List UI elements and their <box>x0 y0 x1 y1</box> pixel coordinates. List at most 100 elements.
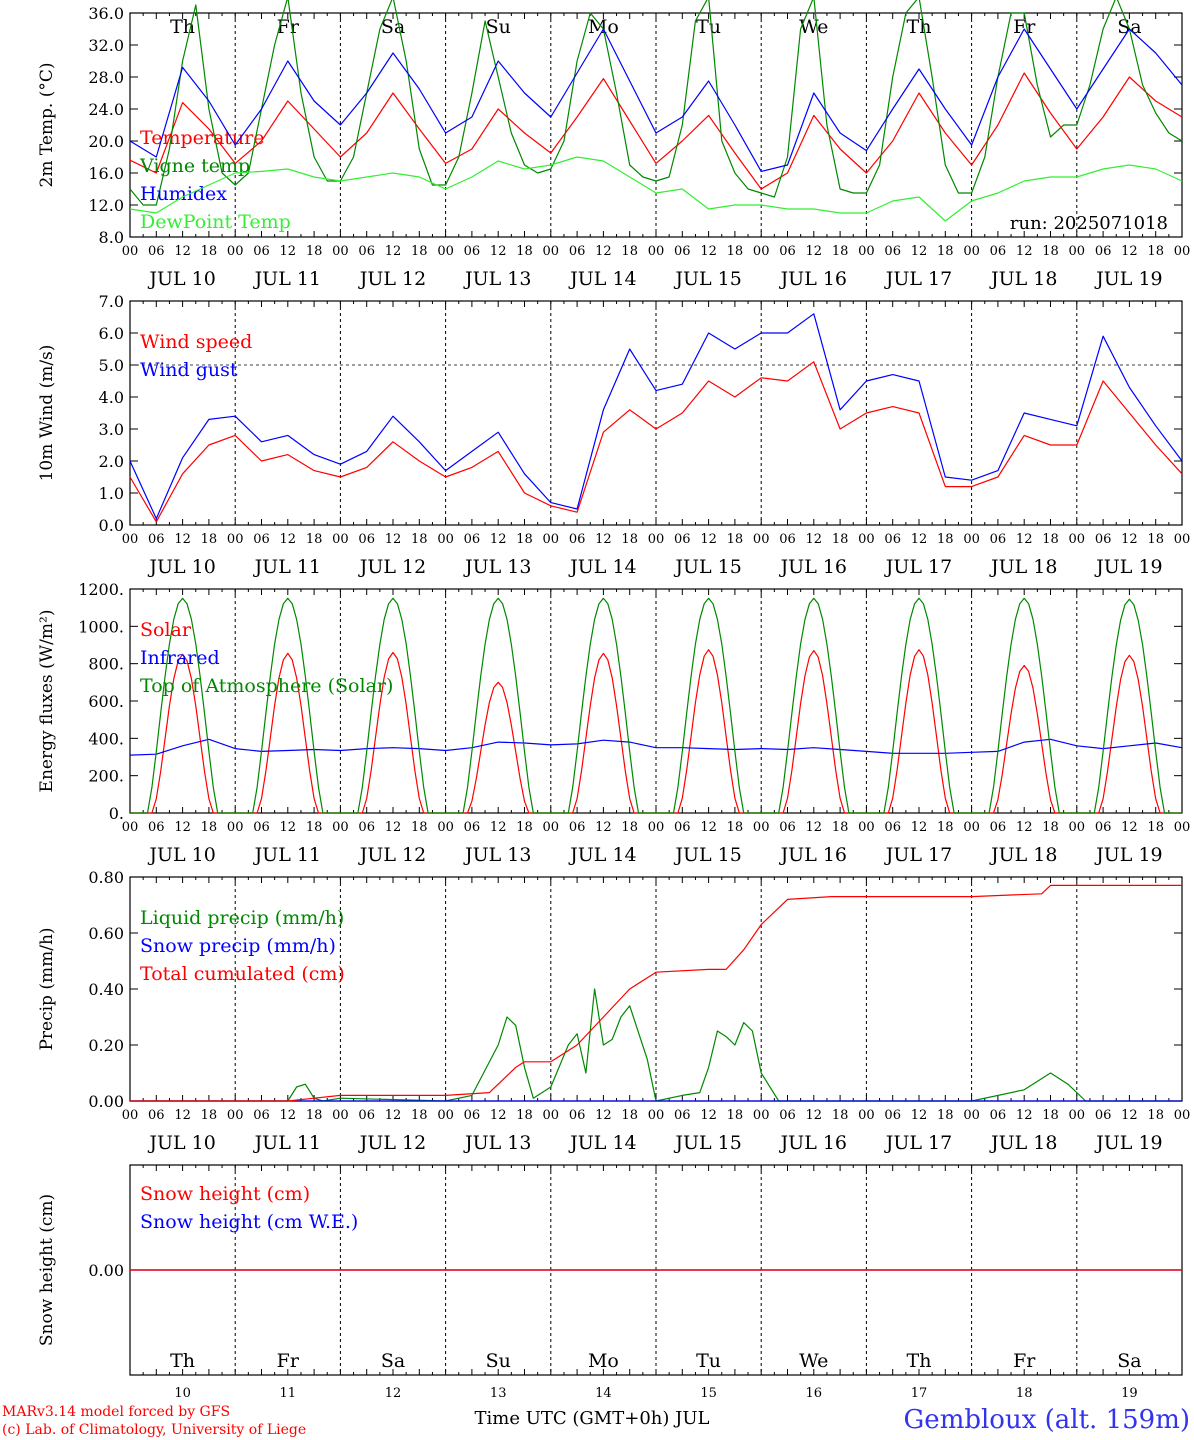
hour-tick-label: 18 <box>516 244 533 259</box>
hour-tick-label: 18 <box>516 820 533 835</box>
hour-tick-label: 18 <box>306 1108 323 1123</box>
hour-tick-label: 12 <box>385 1108 402 1123</box>
y-tick-label: 6.0 <box>99 324 124 343</box>
date-label: JUL 15 <box>673 268 741 290</box>
hour-tick-label: 00 <box>1174 1108 1191 1123</box>
weekday-label: We <box>799 1350 828 1372</box>
hour-tick-label: 18 <box>516 532 533 547</box>
y-tick-label: 7.0 <box>99 292 124 311</box>
hour-tick-label: 00 <box>122 1108 139 1123</box>
legend-entry: Infrared <box>140 647 220 669</box>
hour-tick-label: 18 <box>621 532 638 547</box>
hour-tick-label: 00 <box>858 244 875 259</box>
date-label: JUL 17 <box>884 556 952 578</box>
hour-tick-label: 12 <box>806 532 823 547</box>
hour-tick-label: 12 <box>385 532 402 547</box>
hour-tick-label: 00 <box>858 1108 875 1123</box>
hour-tick-label: 18 <box>1147 532 1164 547</box>
hour-tick-label: 12 <box>174 532 191 547</box>
hour-tick-label: 18 <box>621 1108 638 1123</box>
hour-tick-label: 06 <box>358 532 375 547</box>
y-tick-label: 0.80 <box>88 868 124 887</box>
legend-entry: Humidex <box>140 183 227 205</box>
panel-3: 0. 200. 400. 600. 800. 1000. 1200. Energy fluxe… <box>37 580 1190 866</box>
hour-tick-label: 12 <box>490 244 507 259</box>
series-line-total-cumulated-cm <box>130 884 1182 1102</box>
hour-tick-label: 06 <box>253 820 270 835</box>
hour-tick-label: 18 <box>832 532 849 547</box>
hour-tick-label: 06 <box>1095 244 1112 259</box>
legend-entry: Vigne temp <box>139 155 250 177</box>
hour-tick-label: 18 <box>1147 244 1164 259</box>
day-number-label: 10 <box>174 1386 191 1401</box>
hour-tick-label: 18 <box>621 820 638 835</box>
hour-tick-label: 00 <box>1174 820 1191 835</box>
hour-tick-label: 12 <box>1016 244 1033 259</box>
hour-tick-label: 18 <box>201 532 218 547</box>
date-label: JUL 12 <box>358 1132 426 1154</box>
y-axis-title: Snow height (cm) <box>37 1194 57 1346</box>
hour-tick-label: 00 <box>122 244 139 259</box>
hour-tick-label: 18 <box>621 244 638 259</box>
model-credit-line1: MARv3.14 model forced by GFS <box>2 1404 230 1420</box>
panel-5: 0.00 Snow height (cm) Th Fr Sa Su Mo Tu We Th Fr Sa… <box>37 1164 1183 1401</box>
y-axis-title: Energy fluxes (W/m²) <box>37 610 57 793</box>
hour-tick-label: 12 <box>174 1108 191 1123</box>
day-number-label: 15 <box>700 1386 717 1401</box>
hour-tick-label: 12 <box>174 244 191 259</box>
hour-tick-label: 06 <box>990 820 1007 835</box>
hour-tick-label: 00 <box>227 820 244 835</box>
date-label: JUL 19 <box>1094 844 1162 866</box>
hour-tick-label: 18 <box>201 1108 218 1123</box>
hour-tick-label: 06 <box>884 820 901 835</box>
hour-tick-label: 00 <box>227 532 244 547</box>
y-tick-label: 28.0 <box>88 68 124 87</box>
date-label: JUL 19 <box>1094 1132 1162 1154</box>
date-label: JUL 10 <box>147 556 215 578</box>
hour-tick-label: 18 <box>727 244 744 259</box>
hour-tick-label: 18 <box>201 820 218 835</box>
date-label: JUL 13 <box>463 556 531 578</box>
hour-tick-label: 06 <box>779 1108 796 1123</box>
hour-tick-label: 00 <box>543 532 560 547</box>
series-line-wind-gust <box>129 313 1183 520</box>
series-line-wind-speed <box>129 361 1183 523</box>
hour-tick-label: 18 <box>1042 1108 1059 1123</box>
date-label: JUL 10 <box>147 268 215 290</box>
date-label: JUL 11 <box>253 1132 321 1154</box>
hour-tick-label: 00 <box>753 1108 770 1123</box>
date-label: JUL 16 <box>779 268 847 290</box>
y-tick-label: 3.0 <box>99 420 124 439</box>
hour-tick-label: 12 <box>280 244 297 259</box>
y-tick-label: 36.0 <box>88 4 124 23</box>
date-label: JUL 17 <box>884 1132 952 1154</box>
hour-tick-label: 00 <box>1069 820 1086 835</box>
series-line-vigne-temp <box>129 0 1183 206</box>
hour-tick-label: 06 <box>779 244 796 259</box>
y-tick-label: 8.0 <box>99 228 124 247</box>
hour-tick-label: 00 <box>332 244 349 259</box>
y-tick-label: 1.0 <box>99 484 124 503</box>
hour-tick-label: 00 <box>648 1108 665 1123</box>
hour-tick-label: 06 <box>779 532 796 547</box>
y-axis-title: 10m Wind (m/s) <box>37 345 57 482</box>
day-number-label: 14 <box>595 1386 612 1401</box>
weekday-label: Fr <box>277 16 300 38</box>
date-label: JUL 13 <box>463 1132 531 1154</box>
hour-tick-label: 12 <box>911 244 928 259</box>
hour-tick-label: 00 <box>963 532 980 547</box>
weekday-label: Tu <box>696 1350 721 1372</box>
hour-tick-label: 18 <box>411 244 428 259</box>
hour-tick-label: 12 <box>911 820 928 835</box>
date-label: JUL 11 <box>253 844 321 866</box>
day-number-label: 13 <box>490 1386 507 1401</box>
y-tick-label: 0.0 <box>99 516 124 535</box>
y-tick-label: 0.00 <box>88 1261 124 1280</box>
hour-tick-label: 12 <box>280 1108 297 1123</box>
hour-tick-label: 06 <box>253 1108 270 1123</box>
y-tick-label: 0.20 <box>88 1036 124 1055</box>
weekday-label: Mo <box>588 1350 619 1372</box>
hour-tick-label: 12 <box>1016 1108 1033 1123</box>
hour-tick-label: 00 <box>1069 244 1086 259</box>
y-tick-label: 1200. <box>78 580 124 599</box>
